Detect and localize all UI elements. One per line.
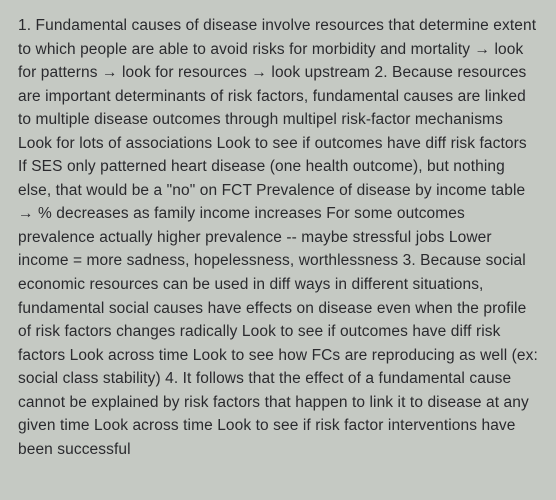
note-text-block: 1. Fundamental causes of disease involve… — [18, 14, 538, 461]
